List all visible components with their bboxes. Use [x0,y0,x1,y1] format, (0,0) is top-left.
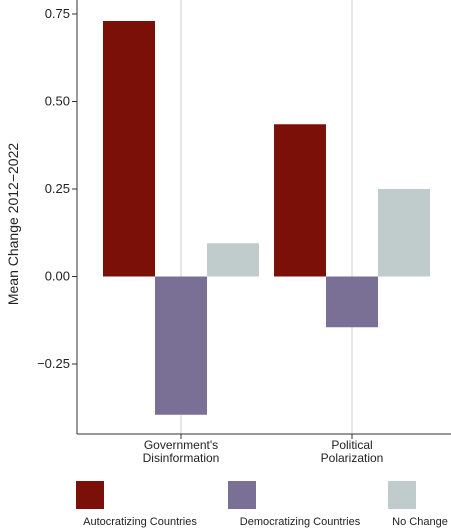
y-axis-title: Mean Change 2012−2022 [5,143,21,306]
bar-1-2 [274,124,326,277]
bar-2-2 [326,276,378,328]
bars [103,21,430,415]
legend-label: Democratizing Countries [240,516,361,528]
y-tick-label: 0.75 [45,6,70,21]
y-tick-label: −0.25 [37,356,70,371]
bar-1-1 [103,21,155,277]
y-tick-label: 0.00 [45,269,70,284]
legend-label: No Change [392,516,448,528]
y-tick-label: 0.25 [45,181,70,196]
legend-swatch [76,481,104,509]
bar-3-1 [207,243,259,277]
y-tick-labels: −0.25 0.00 0.25 0.50 0.75 [37,6,77,371]
legend-swatch [388,481,416,509]
category-label: Disinformation [143,451,220,465]
bar-3-2 [378,189,430,277]
category-label: Political [331,438,372,452]
legend: Autocratizing Countries Democratizing Cou… [76,481,448,528]
axes [76,0,451,435]
category-label: Polarization [321,451,384,465]
bar-2-1 [155,276,207,415]
category-label: Government's [144,438,218,452]
y-tick-label: 0.50 [45,94,70,109]
legend-swatch [228,481,256,509]
legend-label: Autocratizing Countries [83,516,197,528]
